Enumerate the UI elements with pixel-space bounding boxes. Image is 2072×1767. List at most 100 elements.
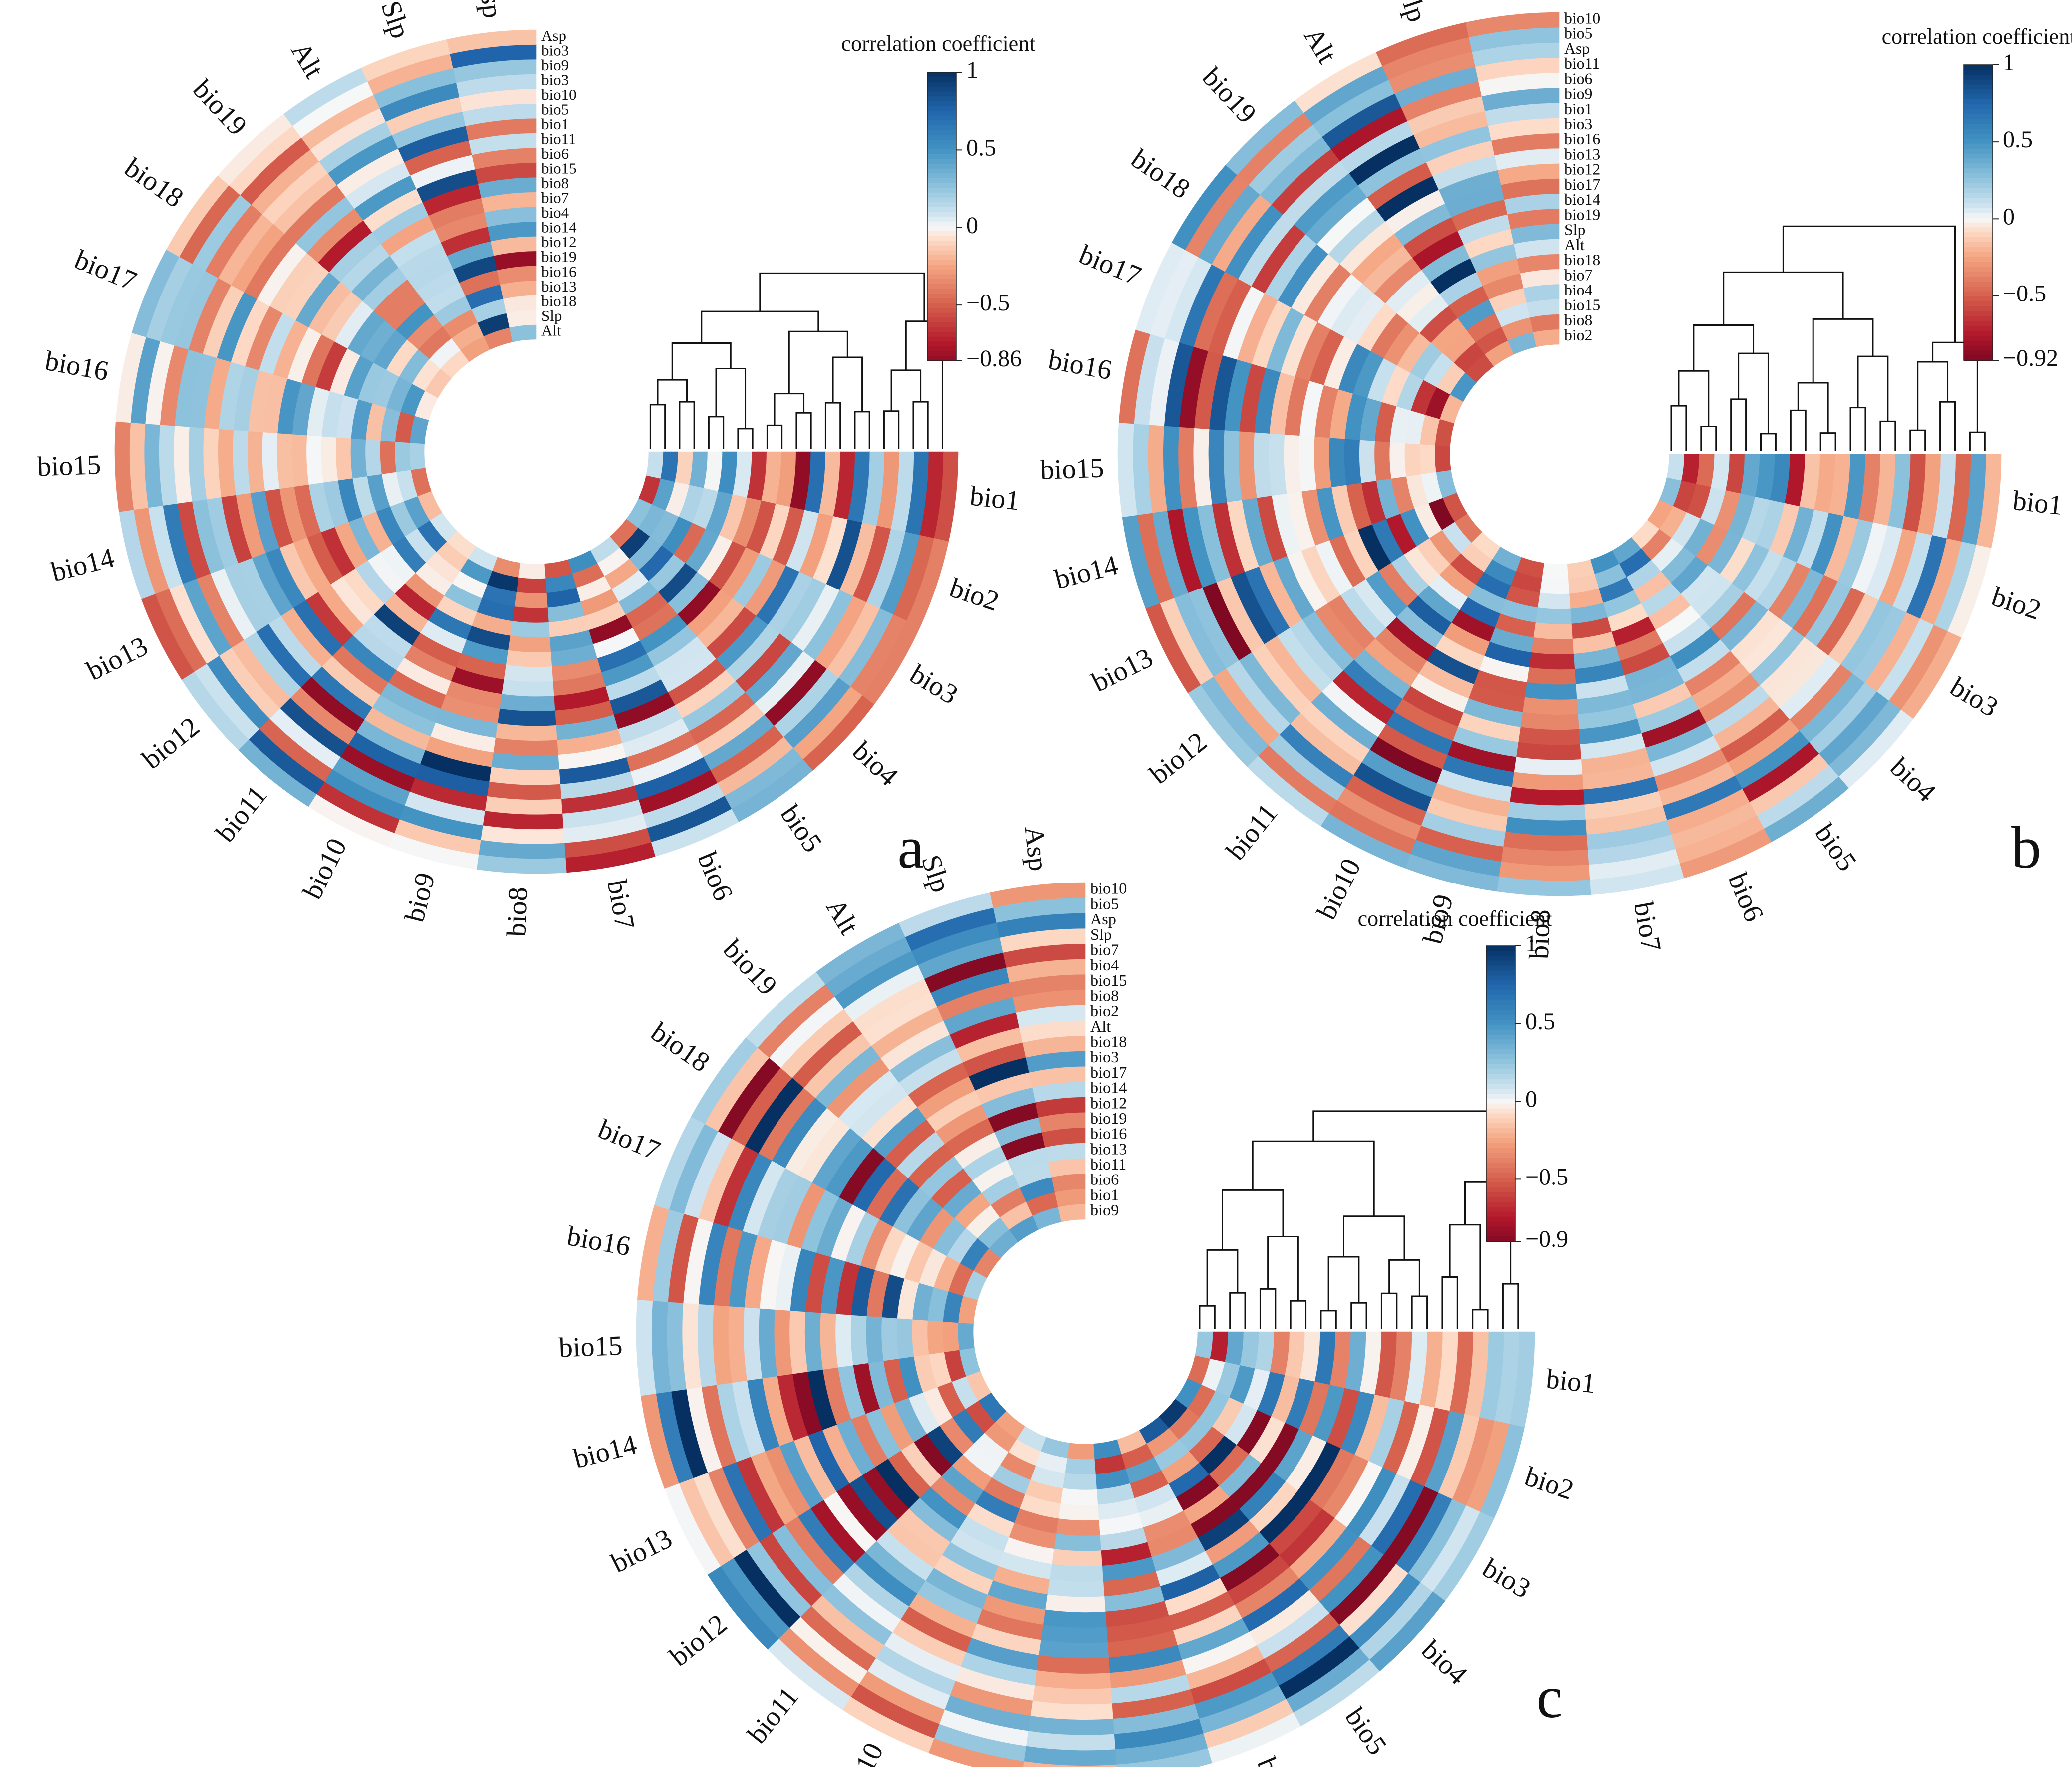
colorbar-segment bbox=[1486, 1221, 1515, 1227]
column-label: bio8 bbox=[1524, 909, 1556, 960]
row-label: Alt bbox=[1090, 1017, 1111, 1035]
colorbar-segment bbox=[1964, 262, 1993, 268]
colorbar-segment bbox=[1486, 946, 1515, 951]
panel-label-a: a bbox=[897, 814, 924, 881]
colorbar-segment bbox=[927, 135, 956, 140]
colorbar-segment bbox=[1964, 94, 1993, 100]
column-label: bio2 bbox=[1521, 1461, 1577, 1506]
dendrogram-link bbox=[774, 393, 805, 426]
row-label: bio11 bbox=[1090, 1155, 1126, 1173]
legend-title-a: correlation coefficient bbox=[841, 31, 1036, 56]
column-label: bio10 bbox=[833, 1738, 890, 1767]
row-label: bio6 bbox=[1090, 1171, 1119, 1188]
row-label: bio3 bbox=[541, 71, 569, 88]
row-labels-c: bio10bio5AspSlpbio7bio4bio15bio8bio2Altb… bbox=[1090, 880, 1127, 1219]
colorbar-segment bbox=[1964, 89, 1993, 95]
heatmap-cell bbox=[508, 635, 551, 653]
row-label: Asp bbox=[1090, 910, 1116, 928]
colorbar-segment bbox=[1964, 335, 1993, 341]
heatmap-cell bbox=[506, 650, 552, 667]
colorbar-a: 1 0.5 0 −0.5 −0.86 bbox=[927, 57, 1022, 372]
colorbar-tick-label: 1 bbox=[966, 57, 978, 83]
colorbar-segment bbox=[1964, 104, 1993, 110]
colorbar-segment bbox=[927, 159, 956, 165]
heatmap-cell bbox=[1058, 1204, 1086, 1222]
colorbar-segment bbox=[1964, 272, 1993, 278]
colorbar-segment bbox=[927, 312, 956, 318]
heatmap-cell bbox=[409, 442, 426, 470]
row-label: bio14 bbox=[541, 219, 577, 236]
dendrogram-c bbox=[1199, 1110, 1519, 1329]
row-label: Asp bbox=[1564, 40, 1590, 57]
column-label: bio17 bbox=[1075, 239, 1146, 292]
dendrogram-link bbox=[1939, 401, 1956, 451]
legend-title-c: correlation coefficient bbox=[1358, 906, 1552, 931]
colorbar-segment bbox=[1486, 1059, 1515, 1065]
dendrogram-link bbox=[912, 401, 929, 449]
colorbar-segment bbox=[1964, 217, 1993, 223]
column-label: bio1 bbox=[1545, 1363, 1597, 1399]
colorbar-segment bbox=[927, 356, 956, 361]
colorbar-segment bbox=[1486, 1168, 1515, 1173]
heatmap-cell bbox=[1526, 667, 1576, 685]
column-label: bio13 bbox=[606, 1523, 677, 1579]
heatmap-cell bbox=[291, 434, 309, 487]
dendrogram-link bbox=[1790, 409, 1807, 451]
dendrogram-link bbox=[708, 416, 725, 449]
legend-title-b: correlation coefficient bbox=[1882, 24, 2072, 49]
heatmap-cell bbox=[804, 1311, 823, 1372]
colorbar-segment bbox=[927, 236, 956, 242]
row-label: bio3 bbox=[541, 41, 569, 59]
heatmap-cell bbox=[1666, 454, 1685, 481]
row-label: bio17 bbox=[1564, 176, 1600, 193]
colorbar-segment bbox=[927, 217, 956, 222]
row-label: bio16 bbox=[541, 263, 577, 280]
dendrogram-link bbox=[1678, 370, 1710, 427]
colorbar-tick-label: 1 bbox=[1525, 930, 1537, 957]
colorbar-segment bbox=[1964, 153, 1993, 159]
column-label: bio11 bbox=[1220, 798, 1284, 866]
dendrogram-link bbox=[701, 310, 819, 343]
colorbar-tick-label: 0 bbox=[966, 212, 978, 239]
dendrogram-link bbox=[832, 356, 863, 412]
colorbar-segment bbox=[1486, 990, 1515, 996]
colorbar-segment bbox=[927, 197, 956, 203]
heatmap-cell bbox=[835, 1313, 853, 1368]
column-label: bio19 bbox=[717, 934, 783, 1002]
colorbar-segment bbox=[1486, 965, 1515, 971]
colorbar-segment bbox=[927, 317, 956, 323]
column-label: bio4 bbox=[846, 735, 904, 792]
dendrogram-link bbox=[1849, 407, 1866, 451]
column-label: bio8 bbox=[501, 886, 534, 937]
colorbar-segment bbox=[1964, 282, 1993, 287]
circular-heatmap-b bbox=[1117, 12, 2002, 896]
colorbar-segment bbox=[1964, 213, 1993, 218]
colorbar-segment bbox=[1964, 311, 1993, 317]
colorbar-segment bbox=[1964, 183, 1993, 189]
colorbar-segment bbox=[1964, 193, 1993, 199]
column-label: bio17 bbox=[594, 1114, 665, 1167]
colorbar-tick-label: −0.5 bbox=[2003, 281, 2046, 307]
heatmap-cell bbox=[1520, 712, 1579, 730]
dendrogram-link bbox=[766, 424, 783, 449]
column-label: bio6 bbox=[691, 848, 739, 905]
row-label: bio12 bbox=[1564, 161, 1600, 178]
colorbar-segment bbox=[927, 241, 956, 246]
colorbar-segment bbox=[1964, 330, 1993, 336]
column-label: bio4 bbox=[1884, 752, 1942, 808]
column-label: Asp bbox=[472, 0, 508, 20]
colorbar-segment bbox=[927, 168, 956, 174]
colorbar-segment bbox=[927, 164, 956, 169]
colorbar-segment bbox=[927, 139, 956, 145]
dendrogram-link bbox=[1206, 1249, 1239, 1306]
row-label: bio16 bbox=[1564, 130, 1600, 148]
colorbar-tick-label: −0.9 bbox=[1525, 1226, 1568, 1252]
dendrogram-link bbox=[1312, 1110, 1489, 1182]
row-label: bio2 bbox=[1090, 1002, 1119, 1020]
heatmap-cell bbox=[1535, 607, 1572, 625]
colorbar-segment bbox=[1486, 1054, 1515, 1060]
colorbar-tick-label: −0.86 bbox=[966, 345, 1022, 372]
colorbar-segment bbox=[1486, 1133, 1515, 1139]
heatmap-cell bbox=[1067, 1443, 1095, 1460]
column-label: Alt bbox=[1297, 22, 1342, 69]
